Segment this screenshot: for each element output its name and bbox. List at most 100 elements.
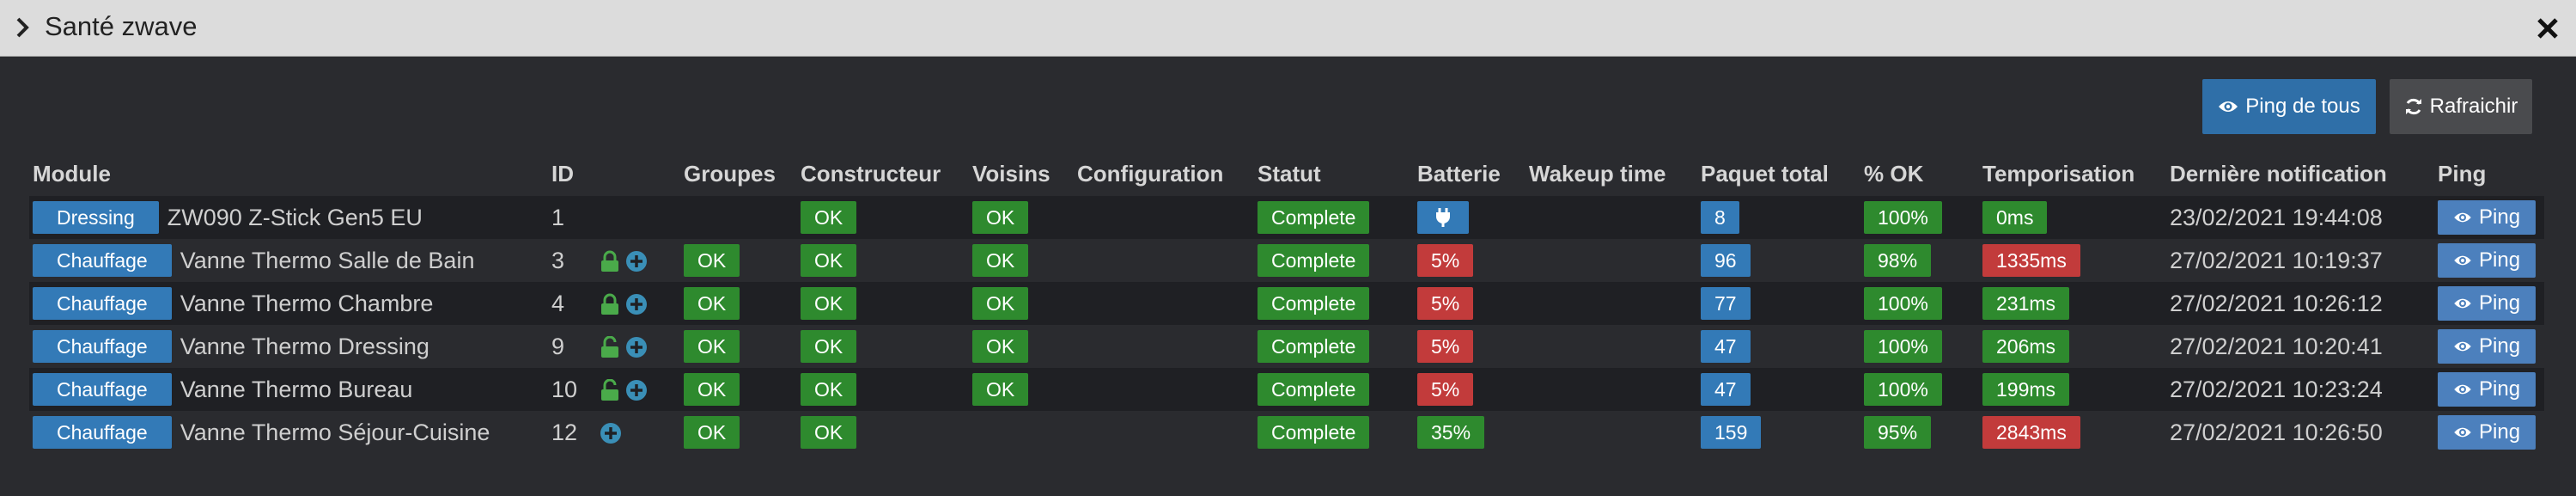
cell-delay: 0ms — [1979, 196, 2166, 239]
neighbors-badge: OK — [972, 330, 1029, 363]
module-id: 12 — [551, 419, 578, 446]
ping-button[interactable]: Ping — [2438, 200, 2536, 235]
col-id[interactable]: ID — [551, 160, 574, 187]
unlock-icon[interactable] — [600, 378, 620, 401]
ping-all-button[interactable]: Ping de tous — [2202, 79, 2376, 134]
refresh-icon — [2405, 98, 2421, 115]
cell-battery: 5% — [1414, 239, 1526, 282]
category-badge[interactable]: Chauffage — [33, 373, 172, 406]
col-delay[interactable]: Temporisation — [1982, 160, 2135, 187]
col-packets[interactable]: Paquet total — [1701, 160, 1829, 187]
cell-delay: 2843ms — [1979, 411, 2166, 454]
battery-badge: 35% — [1417, 416, 1485, 449]
cell-groups: OK — [680, 368, 797, 411]
cell-delay: 199ms — [1979, 368, 2166, 411]
table-row[interactable]: Chauffage Vanne Thermo Séjour-Cuisine 12 OK… — [29, 411, 2544, 454]
cell-battery: 35% — [1414, 411, 1526, 454]
ok-pct-badge: 100% — [1864, 201, 1942, 234]
col-module[interactable]: Module — [33, 160, 111, 187]
plus-circle-icon[interactable] — [625, 336, 648, 358]
plus-circle-icon[interactable] — [600, 422, 622, 444]
col-ok-pct[interactable]: % OK — [1864, 160, 1924, 187]
lock-icon[interactable] — [600, 293, 620, 315]
cell-status: Complete — [1254, 368, 1414, 411]
col-groups[interactable]: Groupes — [684, 160, 776, 187]
module-name[interactable]: Vanne Thermo Bureau — [180, 376, 413, 402]
ping-button[interactable]: Ping — [2438, 372, 2536, 407]
category-badge[interactable]: Chauffage — [33, 244, 172, 277]
groups-badge: OK — [684, 287, 740, 320]
plus-circle-icon[interactable] — [625, 250, 648, 272]
cell-manufacturer: OK — [797, 282, 969, 325]
battery-badge: 5% — [1417, 287, 1474, 320]
col-last-notification[interactable]: Dernière notification — [2170, 160, 2387, 187]
col-ping[interactable]: Ping — [2438, 160, 2487, 187]
packets-badge: 77 — [1701, 287, 1751, 320]
cell-packets: 77 — [1697, 282, 1860, 325]
cell-ping: Ping — [2434, 196, 2544, 239]
ping-button[interactable]: Ping — [2438, 329, 2536, 364]
col-configuration[interactable]: Configuration — [1077, 160, 1224, 187]
module-name[interactable]: Vanne Thermo Chambre — [180, 290, 434, 316]
module-name[interactable]: Vanne Thermo Salle de Bain — [180, 247, 475, 273]
manufacturer-badge: OK — [801, 416, 857, 449]
cell-ok-pct: 100% — [1860, 282, 1979, 325]
ok-pct-badge: 95% — [1864, 416, 1932, 449]
unlock-icon[interactable] — [600, 335, 620, 358]
module-id: 9 — [551, 334, 565, 360]
cell-ok-pct: 100% — [1860, 325, 1979, 368]
category-badge[interactable]: Dressing — [33, 201, 159, 234]
ping-button[interactable]: Ping — [2438, 243, 2536, 278]
table-row[interactable]: Chauffage Vanne Thermo Bureau 10 OK OK OK Comp… — [29, 368, 2544, 411]
lock-icon[interactable] — [600, 250, 620, 272]
col-status[interactable]: Statut — [1258, 160, 1321, 187]
cell-status: Complete — [1254, 411, 1414, 454]
col-neighbors[interactable]: Voisins — [972, 160, 1050, 187]
chevron-right-icon[interactable] — [14, 15, 33, 40]
cell-ok-pct: 100% — [1860, 368, 1979, 411]
ping-button[interactable]: Ping — [2438, 286, 2536, 321]
close-icon[interactable] — [2535, 15, 2561, 41]
col-wakeup[interactable]: Wakeup time — [1529, 160, 1666, 187]
battery-badge: 5% — [1417, 330, 1474, 363]
plus-circle-icon[interactable] — [625, 379, 648, 401]
module-name[interactable]: Vanne Thermo Séjour-Cuisine — [180, 419, 490, 445]
ok-pct-badge: 98% — [1864, 244, 1932, 277]
manufacturer-badge: OK — [801, 330, 857, 363]
cell-configuration — [1074, 196, 1254, 239]
category-badge[interactable]: Chauffage — [33, 416, 172, 449]
module-name[interactable]: Vanne Thermo Dressing — [180, 333, 429, 359]
table-row[interactable]: Chauffage Vanne Thermo Dressing 9 OK OK OK Com… — [29, 325, 2544, 368]
cell-neighbors: OK — [969, 282, 1074, 325]
cell-configuration — [1074, 411, 1254, 454]
cell-last-notification: 27/02/2021 10:19:37 — [2166, 239, 2434, 282]
col-battery[interactable]: Batterie — [1417, 160, 1501, 187]
battery-badge — [1417, 201, 1469, 234]
category-badge[interactable]: Chauffage — [33, 287, 172, 320]
refresh-button[interactable]: Rafraichir — [2390, 79, 2532, 134]
table-row[interactable]: Chauffage Vanne Thermo Chambre 4 OK OK OK Comp… — [29, 282, 2544, 325]
cell-neighbors: OK — [969, 239, 1074, 282]
table-row[interactable]: Chauffage Vanne Thermo Salle de Bain 3 OK OK… — [29, 239, 2544, 282]
plus-circle-icon[interactable] — [625, 293, 648, 315]
category-badge[interactable]: Chauffage — [33, 330, 172, 363]
cell-ping: Ping — [2434, 325, 2544, 368]
module-id: 3 — [551, 248, 565, 274]
cell-neighbors: OK — [969, 196, 1074, 239]
module-name[interactable]: ZW090 Z-Stick Gen5 EU — [167, 204, 423, 230]
cell-status: Complete — [1254, 196, 1414, 239]
table-row[interactable]: Dressing ZW090 Z-Stick Gen5 EU 1 OK OK Comple… — [29, 196, 2544, 239]
cell-groups — [680, 196, 797, 239]
packets-badge: 159 — [1701, 416, 1762, 449]
col-manufacturer[interactable]: Constructeur — [801, 160, 941, 187]
packets-badge: 96 — [1701, 244, 1751, 277]
cell-id: 3 — [548, 239, 680, 282]
cell-neighbors — [969, 411, 1074, 454]
table-body: Dressing ZW090 Z-Stick Gen5 EU 1 OK OK Comple… — [29, 196, 2544, 454]
status-badge: Complete — [1258, 373, 1370, 406]
packets-badge: 8 — [1701, 201, 1739, 234]
cell-delay: 206ms — [1979, 325, 2166, 368]
cell-configuration — [1074, 325, 1254, 368]
ping-button[interactable]: Ping — [2438, 415, 2536, 450]
plug-icon — [1436, 208, 1450, 227]
